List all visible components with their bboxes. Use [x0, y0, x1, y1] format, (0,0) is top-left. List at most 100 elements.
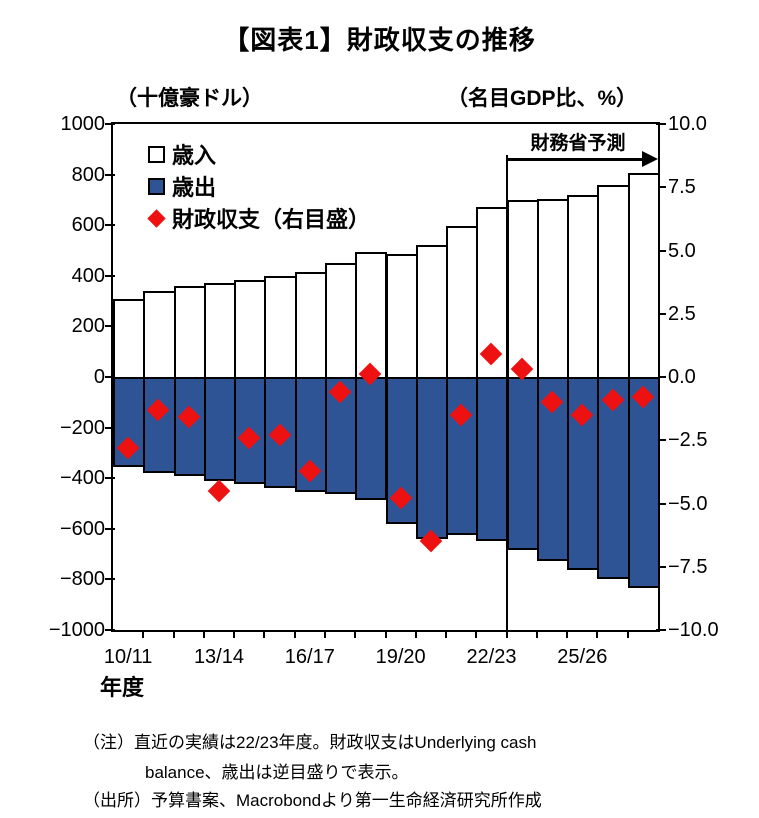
- expenditure-bar: [446, 377, 479, 536]
- footnote-line-2: balance、歳出は逆目盛りで表示。: [145, 763, 409, 782]
- left-tick-label: −800: [59, 568, 105, 591]
- right-tick-label: 0.0: [668, 366, 696, 388]
- x-axis-tick: [596, 630, 599, 638]
- x-axis-title: 年度: [100, 675, 145, 700]
- revenue-bar: [506, 199, 539, 377]
- left-axis-tick: [105, 173, 115, 176]
- revenue-bar: [294, 272, 327, 377]
- left-axis-tick: [105, 527, 115, 530]
- expenditure-bar: [415, 377, 449, 540]
- expenditure-bar: [203, 377, 237, 482]
- x-tick-label: 22/23: [466, 646, 517, 668]
- expenditure-bar: [506, 377, 539, 551]
- expenditure-bar: [173, 377, 206, 477]
- balance-diamond-icon: [147, 208, 166, 228]
- left-axis-tick: [105, 224, 115, 227]
- revenue-bar: [415, 245, 449, 377]
- x-axis-tick: [384, 630, 387, 638]
- right-tick-label: 5.0: [668, 239, 696, 262]
- revenue-bar: [143, 290, 176, 377]
- forecast-boundary-line: [505, 155, 508, 630]
- right-axis-tick: [656, 629, 666, 631]
- left-tick-label: 600: [71, 214, 105, 237]
- right-tick-label: 10.0: [668, 113, 707, 135]
- left-axis-tick: [105, 578, 115, 581]
- x-tick-label: 19/20: [375, 646, 426, 668]
- right-axis-tick: [656, 502, 666, 505]
- revenue-bar: [234, 279, 267, 377]
- expenditure-bar: [355, 377, 388, 500]
- x-axis-tick: [445, 630, 448, 638]
- left-axis-tick: [105, 274, 115, 277]
- right-tick-label: 2.5: [668, 302, 696, 325]
- right-axis-tick: [656, 249, 666, 252]
- x-axis-tick: [475, 630, 478, 638]
- x-axis-tick: [263, 630, 266, 638]
- left-tick-label: 1000: [60, 113, 106, 135]
- expenditure-swatch-icon: [148, 177, 165, 195]
- left-axis-tick: [105, 376, 115, 378]
- x-axis-tick: [354, 630, 357, 638]
- legend-label-revenue: 歳入: [172, 143, 217, 168]
- right-tick-label: −2.5: [668, 429, 708, 452]
- x-tick-label: 13/14: [193, 646, 244, 668]
- x-axis-tick: [202, 630, 205, 638]
- expenditure-bar: [143, 377, 176, 473]
- left-axis-tick: [105, 477, 115, 480]
- x-axis-tick: [535, 630, 538, 638]
- left-tick-label: −1000: [48, 619, 105, 641]
- x-axis-tick: [626, 630, 629, 638]
- legend: 歳入 歳出 財政収支（右目盛）: [147, 138, 371, 234]
- forecast-arrow-shaft: [506, 158, 644, 161]
- x-axis-tick: [172, 630, 175, 638]
- legend-item-balance: 財政収支（右目盛）: [147, 202, 371, 234]
- legend-item-revenue: 歳入: [148, 138, 370, 170]
- forecast-arrow-head-icon: [642, 151, 658, 167]
- forecast-annotation-label: 財務省予測: [530, 133, 626, 154]
- x-axis-tick: [142, 630, 145, 638]
- revenue-bar: [536, 198, 570, 377]
- left-axis-tick: [105, 426, 115, 429]
- expenditure-bar: [627, 377, 660, 588]
- right-tick-label: 7.5: [668, 176, 696, 199]
- revenue-bar: [324, 263, 358, 377]
- revenue-bar: [385, 254, 418, 377]
- x-axis-tick: [323, 630, 326, 638]
- revenue-bar: [567, 194, 600, 377]
- revenue-bar: [627, 173, 660, 377]
- source-line: （出所）予算書案、Macrobondより第一生命経済研究所作成: [83, 791, 542, 810]
- right-axis-tick: [656, 565, 666, 568]
- revenue-bar: [446, 226, 479, 377]
- revenue-bar: [173, 285, 206, 377]
- revenue-bar: [355, 251, 388, 377]
- revenue-bar: [113, 298, 146, 377]
- legend-label-balance: 財政収支（右目盛）: [172, 207, 371, 232]
- left-tick-label: −600: [59, 517, 105, 540]
- x-tick-label: 16/17: [284, 646, 335, 668]
- x-tick-label: 25/26: [557, 646, 608, 668]
- revenue-bar: [264, 275, 297, 377]
- right-tick-label: −5.0: [668, 492, 708, 515]
- x-axis-tick: [505, 630, 508, 638]
- x-tick-label: 10/11: [103, 646, 153, 668]
- revenue-bar: [203, 283, 237, 377]
- left-tick-label: −200: [59, 416, 105, 439]
- footnote-line-1: （注）直近の実績は22/23年度。財政収支はUnderlying cash: [83, 733, 537, 752]
- legend-item-expenditure: 歳出: [148, 170, 370, 202]
- x-axis-tick: [293, 630, 296, 638]
- legend-label-expenditure: 歳出: [172, 175, 217, 200]
- right-axis-tick: [656, 186, 666, 189]
- right-axis-tick: [656, 123, 666, 125]
- right-axis-unit-label: （名目GDP比、%）: [447, 87, 638, 110]
- expenditure-bar: [476, 377, 509, 541]
- left-axis-tick: [105, 325, 115, 328]
- x-axis-tick: [233, 630, 236, 638]
- right-axis-tick: [656, 439, 666, 442]
- left-axis-unit-label: （十億豪ドル）: [116, 87, 263, 110]
- left-tick-label: 200: [71, 315, 105, 338]
- right-tick-label: −10.0: [668, 619, 719, 641]
- x-axis-tick: [566, 630, 569, 638]
- left-axis-tick: [105, 629, 115, 631]
